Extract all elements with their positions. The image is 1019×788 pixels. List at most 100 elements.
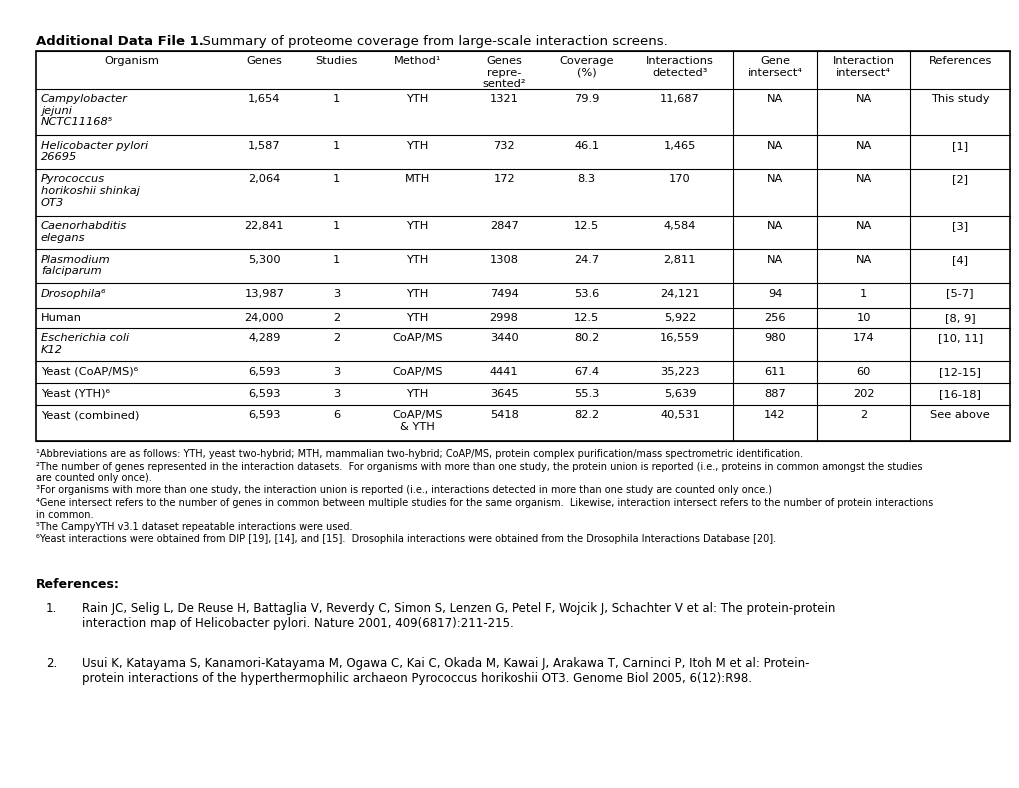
Text: 170: 170	[668, 174, 690, 184]
Text: 2,064: 2,064	[248, 174, 280, 184]
Text: 24.7: 24.7	[574, 255, 599, 265]
Text: 2998: 2998	[489, 314, 518, 324]
Text: 5,300: 5,300	[248, 255, 280, 265]
Text: 80.2: 80.2	[574, 333, 599, 344]
Text: 22,841: 22,841	[245, 221, 283, 231]
Text: 8.3: 8.3	[577, 174, 595, 184]
Text: Usui K, Katayama S, Kanamori-Katayama M, Ogawa C, Kai C, Okada M, Kawai J, Araka: Usui K, Katayama S, Kanamori-Katayama M,…	[82, 657, 808, 686]
Text: YTH: YTH	[406, 388, 428, 399]
Text: YTH: YTH	[406, 221, 428, 231]
Text: 202: 202	[852, 388, 873, 399]
Text: ³For organisms with more than one study, the interaction union is reported (i.e.: ³For organisms with more than one study,…	[36, 485, 771, 496]
Text: Coverage
(%): Coverage (%)	[559, 56, 613, 77]
Text: 1: 1	[332, 174, 339, 184]
Text: Yeast (CoAP/MS)⁶: Yeast (CoAP/MS)⁶	[41, 367, 138, 377]
Text: 1: 1	[332, 255, 339, 265]
Text: 12.5: 12.5	[574, 221, 599, 231]
Text: 5,639: 5,639	[663, 388, 696, 399]
Text: ⁵The CampyYTH v3.1 dataset repeatable interactions were used.: ⁵The CampyYTH v3.1 dataset repeatable in…	[36, 522, 352, 532]
Text: 40,531: 40,531	[659, 411, 699, 421]
Text: Campylobacter
jejuni
NCTC11168⁵: Campylobacter jejuni NCTC11168⁵	[41, 94, 127, 128]
Text: 3: 3	[332, 367, 339, 377]
Text: NA: NA	[855, 141, 871, 151]
Text: 1,465: 1,465	[663, 141, 695, 151]
Text: 1,587: 1,587	[248, 141, 280, 151]
Text: 53.6: 53.6	[574, 288, 599, 299]
Text: NA: NA	[855, 221, 871, 231]
Text: 1.: 1.	[46, 602, 57, 615]
Text: 24,121: 24,121	[659, 288, 699, 299]
Text: Interaction
intersect⁴: Interaction intersect⁴	[832, 56, 894, 77]
Text: CoAP/MS
& YTH: CoAP/MS & YTH	[391, 411, 442, 432]
Text: Drosophila⁶: Drosophila⁶	[41, 288, 106, 299]
Text: 2: 2	[332, 333, 339, 344]
Text: 2: 2	[332, 314, 339, 324]
Text: Studies: Studies	[315, 56, 358, 66]
Text: 611: 611	[763, 367, 785, 377]
Text: [5-7]: [5-7]	[946, 288, 973, 299]
Text: ¹Abbreviations are as follows: YTH, yeast two-hybrid; MTH, mammalian two-hybrid;: ¹Abbreviations are as follows: YTH, yeas…	[36, 449, 802, 459]
Text: NA: NA	[766, 255, 783, 265]
Text: 46.1: 46.1	[574, 141, 599, 151]
Text: 82.2: 82.2	[574, 411, 599, 421]
Text: 35,223: 35,223	[659, 367, 699, 377]
Text: 60: 60	[856, 367, 870, 377]
Text: 5,922: 5,922	[663, 314, 695, 324]
Text: 256: 256	[763, 314, 785, 324]
Text: ⁴Gene intersect refers to the number of genes in common between multiple studies: ⁴Gene intersect refers to the number of …	[36, 498, 932, 519]
Text: Pyrococcus
horikoshii shinkaj
OT3: Pyrococcus horikoshii shinkaj OT3	[41, 174, 140, 208]
Text: [10, 11]: [10, 11]	[936, 333, 981, 344]
Text: 24,000: 24,000	[245, 314, 284, 324]
Text: 4,289: 4,289	[248, 333, 280, 344]
Text: NA: NA	[766, 174, 783, 184]
Text: NA: NA	[766, 94, 783, 104]
Text: References: References	[927, 56, 990, 66]
Text: Additional Data File 1.: Additional Data File 1.	[36, 35, 204, 48]
Text: Organism: Organism	[105, 56, 159, 66]
Text: 5418: 5418	[489, 411, 518, 421]
Text: 3645: 3645	[489, 388, 518, 399]
Text: 3440: 3440	[489, 333, 518, 344]
Text: CoAP/MS: CoAP/MS	[391, 333, 442, 344]
Text: See above: See above	[929, 411, 989, 421]
Text: 11,687: 11,687	[659, 94, 699, 104]
Text: Plasmodium
falciparum: Plasmodium falciparum	[41, 255, 110, 277]
Text: 67.4: 67.4	[574, 367, 599, 377]
Text: 12.5: 12.5	[574, 314, 599, 324]
Text: YTH: YTH	[406, 94, 428, 104]
Text: CoAP/MS: CoAP/MS	[391, 367, 442, 377]
Text: NA: NA	[855, 255, 871, 265]
Text: 6,593: 6,593	[248, 388, 280, 399]
Text: 172: 172	[493, 174, 515, 184]
Text: Caenorhabditis
elegans: Caenorhabditis elegans	[41, 221, 127, 243]
Text: [8, 9]: [8, 9]	[944, 314, 974, 324]
Text: 94: 94	[767, 288, 782, 299]
Text: Genes
repre-
sented²: Genes repre- sented²	[482, 56, 526, 89]
Text: 1: 1	[332, 141, 339, 151]
Text: 6,593: 6,593	[248, 367, 280, 377]
Text: Helicobacter pylori
26695: Helicobacter pylori 26695	[41, 141, 148, 162]
Text: This study: This study	[930, 94, 988, 104]
Text: 174: 174	[852, 333, 873, 344]
Text: 4441: 4441	[489, 367, 518, 377]
Text: 55.3: 55.3	[574, 388, 599, 399]
Text: 1308: 1308	[489, 255, 518, 265]
Text: 7494: 7494	[489, 288, 518, 299]
Text: 79.9: 79.9	[574, 94, 599, 104]
Text: 2: 2	[859, 411, 866, 421]
Text: Rain JC, Selig L, De Reuse H, Battaglia V, Reverdy C, Simon S, Lenzen G, Petel F: Rain JC, Selig L, De Reuse H, Battaglia …	[82, 602, 835, 630]
Text: YTH: YTH	[406, 288, 428, 299]
Text: 3: 3	[332, 288, 339, 299]
Text: 10: 10	[856, 314, 870, 324]
Text: 1: 1	[332, 221, 339, 231]
Text: 887: 887	[763, 388, 785, 399]
Text: 16,559: 16,559	[659, 333, 699, 344]
Text: 2847: 2847	[489, 221, 518, 231]
Text: 1: 1	[332, 94, 339, 104]
Text: NA: NA	[766, 141, 783, 151]
Text: 732: 732	[493, 141, 515, 151]
Text: Yeast (combined): Yeast (combined)	[41, 411, 139, 421]
Text: YTH: YTH	[406, 314, 428, 324]
Text: Genes: Genes	[247, 56, 282, 66]
Text: [4]: [4]	[951, 255, 967, 265]
